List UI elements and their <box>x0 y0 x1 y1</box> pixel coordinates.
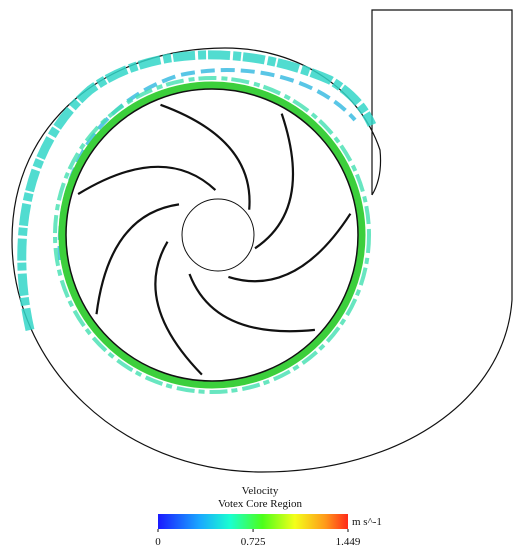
blade <box>160 103 251 210</box>
vortex-outer <box>17 50 377 331</box>
hub <box>181 198 255 272</box>
color-bar <box>158 514 348 529</box>
impeller-outer <box>65 88 359 382</box>
impeller <box>65 88 359 382</box>
blade <box>95 203 180 315</box>
vortex-ring-outer <box>53 76 371 394</box>
color-legend: Velocity Votex Core Region m s^-1 0 0.725… <box>155 485 382 548</box>
vortex-ring <box>58 81 366 389</box>
casing-outline <box>11 9 513 473</box>
vortex-core-region <box>17 50 377 394</box>
legend-ticks: 0 0.725 1.449 <box>155 529 361 548</box>
blade <box>188 273 316 333</box>
tick-label: 1.449 <box>336 536 361 548</box>
tick-label: 0 <box>155 536 161 548</box>
blade <box>154 241 203 376</box>
blade <box>77 165 217 196</box>
volute <box>11 9 513 473</box>
blades <box>77 103 352 376</box>
blade <box>254 113 294 250</box>
legend-unit: m s^-1 <box>352 516 382 528</box>
legend-title: Velocity <box>242 485 279 497</box>
vortex-outer-inner <box>57 68 357 261</box>
tick-label: 0.725 <box>241 536 266 548</box>
blade <box>228 213 352 283</box>
legend-subtitle: Votex Core Region <box>218 498 303 510</box>
